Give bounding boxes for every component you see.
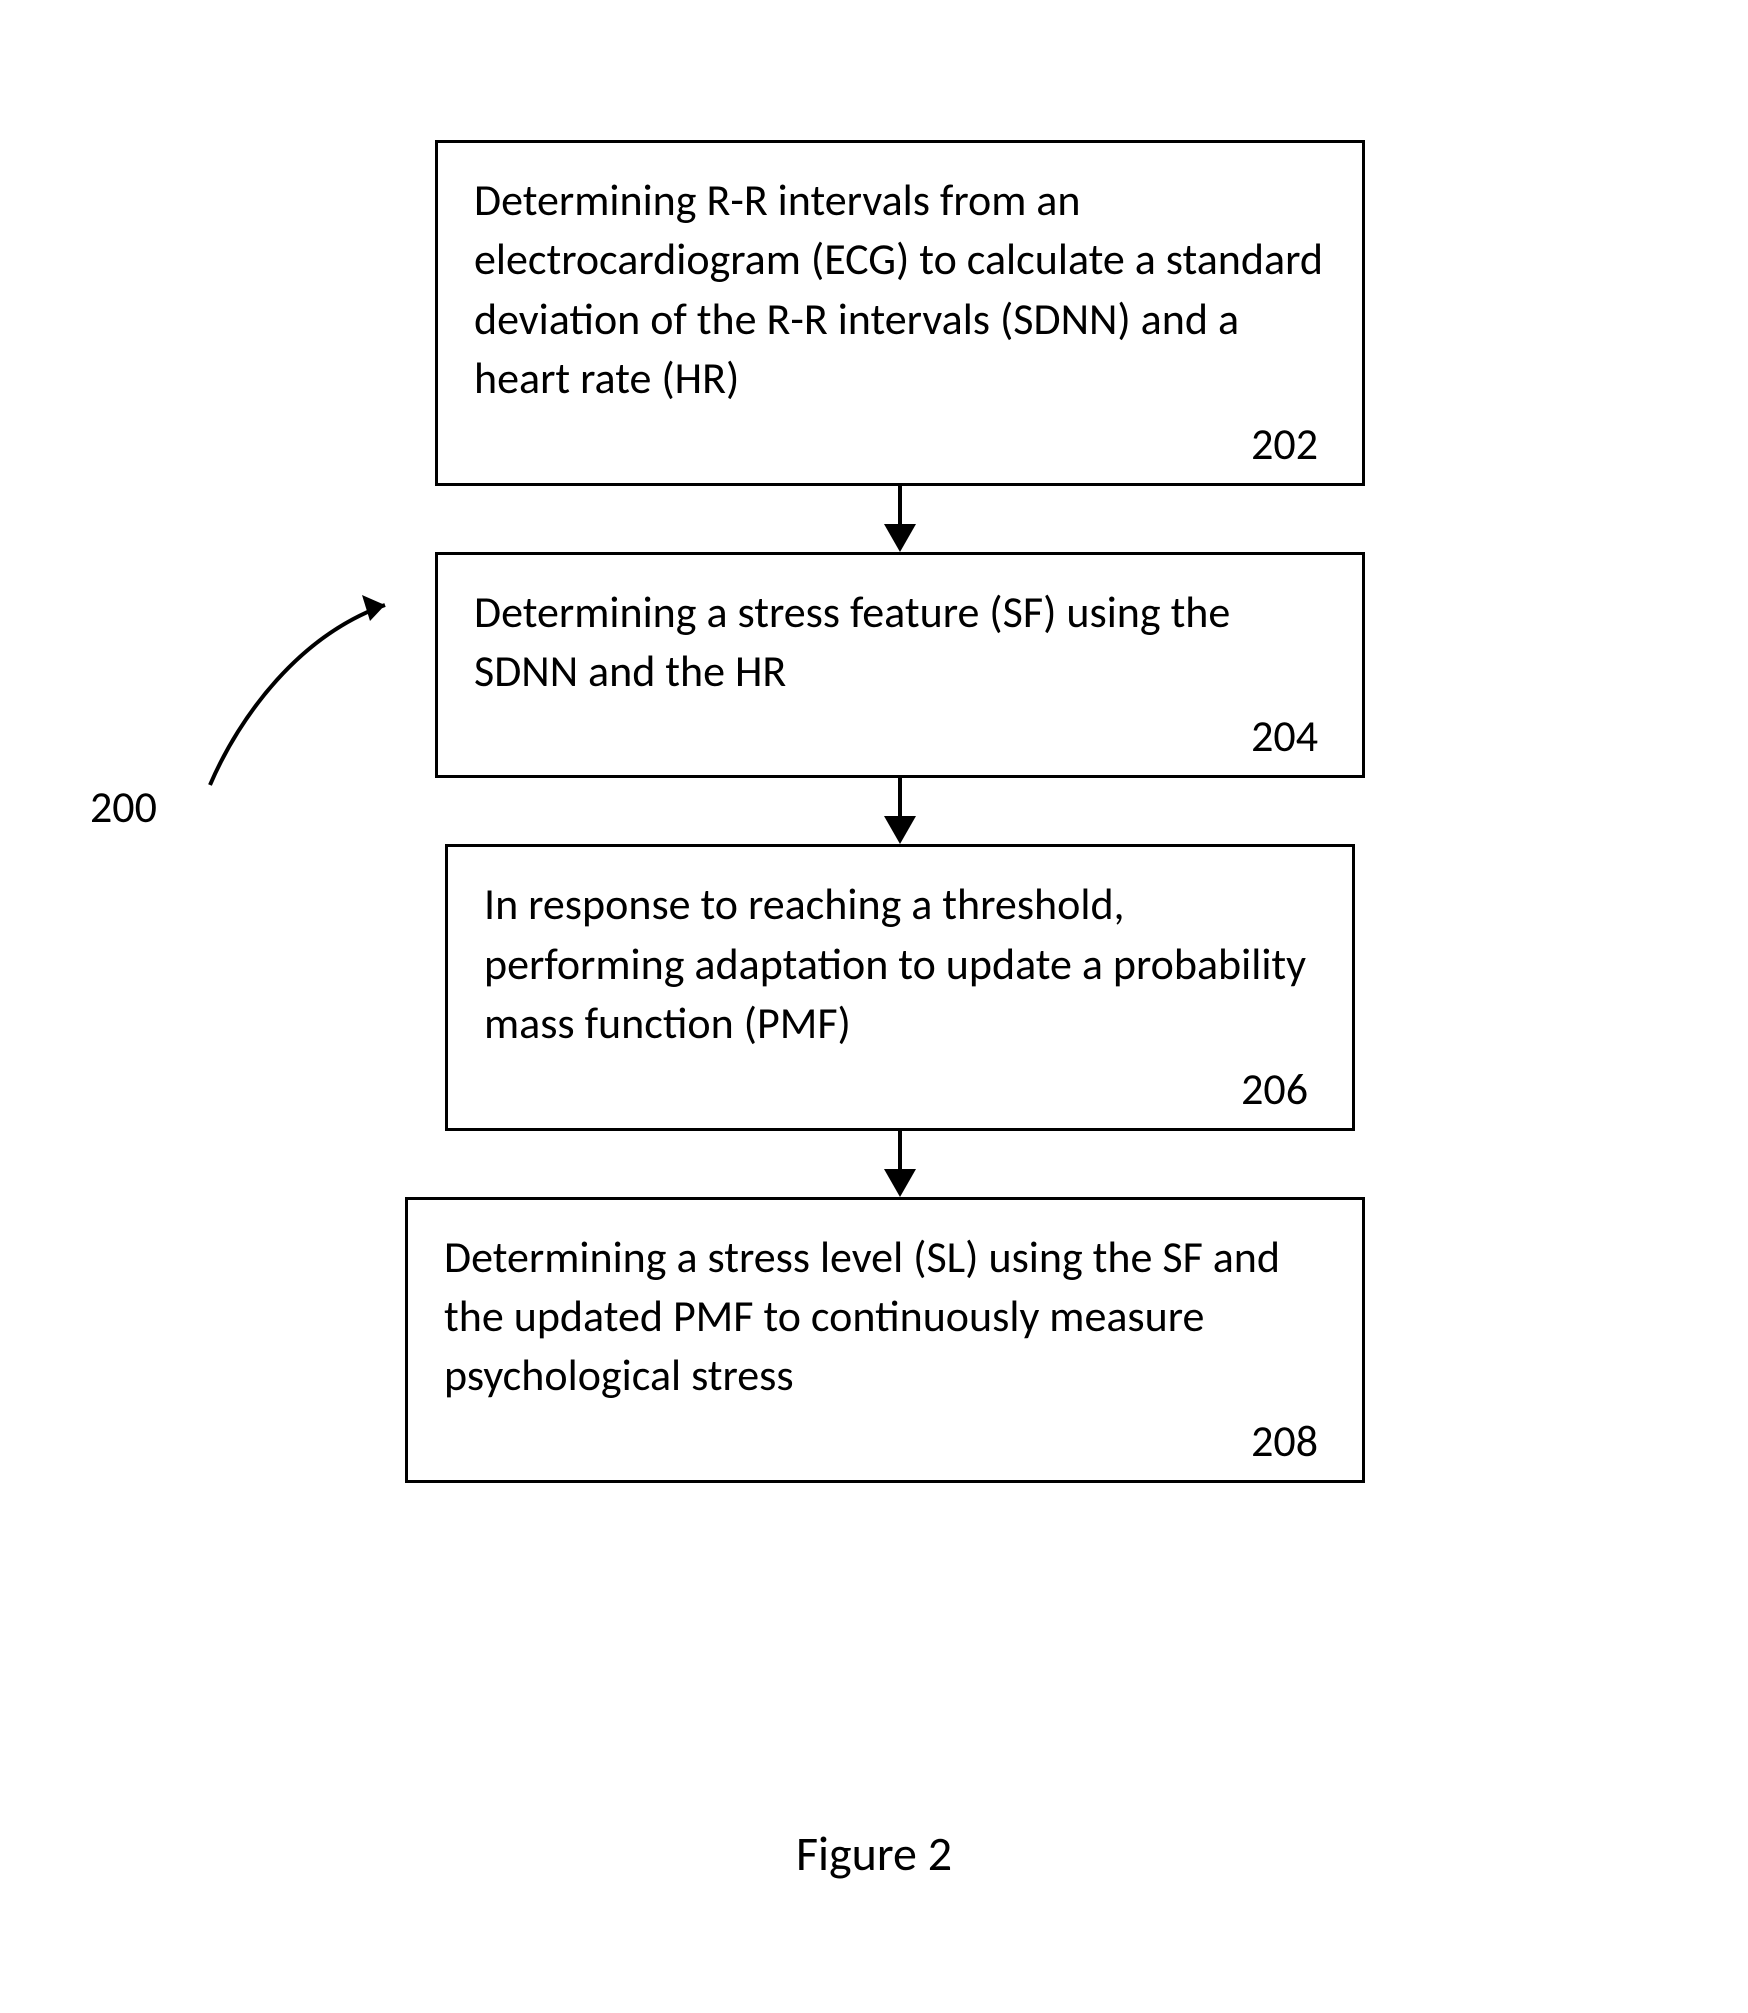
flow-box-206: In response to reaching a threshold, per…: [445, 844, 1355, 1130]
figure-caption: Figure 2: [796, 1824, 952, 1883]
flow-arrow: [420, 778, 1380, 844]
reference-number-label: 200: [90, 780, 157, 834]
flow-box-208: Determining a stress level (SL) using th…: [405, 1197, 1365, 1483]
flowchart-container: Determining R-R intervals from an electr…: [420, 140, 1380, 1483]
reference-curved-arrow-icon: [190, 575, 420, 795]
flow-box-number: 204: [474, 709, 1326, 763]
arrow-head-icon: [884, 1169, 916, 1197]
flow-arrow: [420, 1131, 1380, 1197]
flow-box-number: 202: [474, 417, 1326, 471]
flow-box-text: In response to reaching a threshold, per…: [484, 875, 1316, 1053]
flow-box-204: Determining a stress feature (SF) using …: [435, 552, 1365, 779]
flow-box-number: 208: [444, 1414, 1326, 1468]
flow-box-text: Determining a stress level (SL) using th…: [444, 1228, 1326, 1406]
arrow-line: [898, 1131, 902, 1173]
flow-box-number: 206: [484, 1062, 1316, 1116]
arrow-head-icon: [884, 524, 916, 552]
arrow-head-icon: [884, 816, 916, 844]
flow-arrow: [420, 486, 1380, 552]
arrow-line: [898, 486, 902, 528]
flow-box-text: Determining a stress feature (SF) using …: [474, 583, 1326, 702]
flow-box-202: Determining R-R intervals from an electr…: [435, 140, 1365, 486]
flow-box-text: Determining R-R intervals from an electr…: [474, 171, 1326, 409]
arrow-line: [898, 778, 902, 820]
